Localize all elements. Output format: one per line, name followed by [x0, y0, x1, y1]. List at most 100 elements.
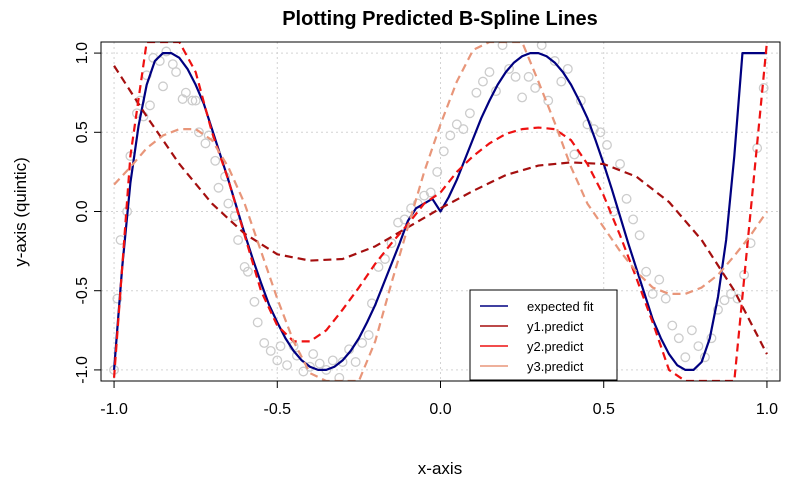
scatter-point	[363, 330, 374, 341]
scatter-point	[719, 295, 730, 306]
y-tick-label: -0.5	[74, 277, 91, 305]
scatter-point	[530, 82, 541, 93]
scatter-point	[517, 92, 528, 103]
scatter-point	[249, 296, 260, 307]
scatter-point	[745, 238, 756, 249]
scatter-point	[445, 130, 456, 141]
series-line-y3-predict	[113, 42, 768, 381]
scatter-point	[386, 238, 397, 249]
scatter-point	[615, 159, 625, 169]
scatter-point	[647, 288, 658, 299]
scatter-point	[569, 149, 580, 160]
y-axis-label: y-axis (quintic)	[11, 157, 30, 267]
scatter-point	[726, 288, 736, 299]
y-tick-label: -1.0	[74, 356, 91, 384]
scatter-point	[628, 214, 639, 225]
scatter-point	[673, 333, 684, 344]
scatter-point	[265, 345, 276, 356]
scatter-point	[190, 95, 201, 106]
scatter-point	[595, 127, 606, 138]
scatter-point	[654, 274, 665, 285]
scatter-point	[504, 63, 515, 74]
scatter-point	[314, 358, 325, 369]
y-tick-label: 1.0	[74, 42, 91, 64]
scatter-point	[233, 235, 244, 245]
scatter-point	[451, 119, 462, 130]
scatter-point	[458, 124, 469, 135]
scatter-point	[523, 71, 534, 82]
scatter-point	[621, 193, 632, 204]
y-tick-label: 0.0	[74, 200, 91, 222]
scatter-point	[549, 56, 560, 66]
x-tick-label: -1.0	[100, 401, 128, 418]
legend-label: y1.predict	[527, 319, 584, 334]
scatter-point	[259, 338, 270, 348]
legend: expected fit y1.predict y2.predict y3.predi…	[469, 289, 618, 381]
scatter-point	[471, 87, 482, 98]
scatter-point	[171, 67, 182, 78]
scatter-point	[510, 71, 521, 82]
x-tick-label: 0.5	[593, 401, 615, 418]
legend-label: y2.predict	[527, 339, 584, 354]
scatter-point	[337, 357, 348, 367]
scatter-point	[602, 140, 612, 150]
scatter-point	[282, 360, 293, 371]
scatter-point	[298, 366, 309, 377]
legend-label: y3.predict	[527, 359, 584, 374]
series-line-y1-predict	[113, 65, 768, 355]
scatter-point	[161, 46, 172, 57]
scatter-point	[667, 320, 678, 331]
y-tick-label: 0.5	[74, 121, 91, 143]
scatter-point	[536, 42, 547, 51]
scatter-point	[497, 42, 508, 51]
scatter-point	[272, 355, 283, 366]
scatter-point	[438, 146, 449, 157]
x-tick-label: -0.5	[263, 401, 291, 418]
scatter-point	[112, 293, 123, 304]
scatter-point	[275, 341, 286, 352]
scatter-point	[484, 67, 495, 78]
scatter-point	[477, 76, 488, 87]
series-line-y2-predict	[112, 42, 769, 381]
x-tick-label: 0.0	[429, 401, 451, 418]
legend-label: expected fit	[527, 299, 594, 314]
scatter-point	[357, 338, 368, 348]
scatter-points	[109, 42, 769, 381]
scatter-point	[193, 127, 204, 138]
scatter-point	[308, 349, 319, 360]
chart-title: Plotting Predicted B-Spline Lines	[282, 8, 598, 30]
scatter-point	[213, 182, 224, 193]
scatter-point	[634, 230, 645, 241]
scatter-point	[713, 304, 723, 315]
scatter-point	[252, 317, 263, 328]
scatter-point	[158, 81, 168, 92]
scatter-point	[556, 76, 567, 87]
scatter-point	[327, 355, 338, 366]
scatter-point	[380, 254, 390, 264]
scatter-point	[425, 187, 436, 198]
scatter-point	[464, 108, 475, 119]
scatter-point	[432, 166, 443, 177]
scatter-point	[686, 325, 697, 336]
scatter-point	[334, 372, 345, 381]
grid	[101, 42, 780, 381]
scatter-point	[758, 82, 769, 93]
scatter-point	[350, 357, 361, 367]
scatter-point	[693, 341, 704, 352]
series-lines	[112, 42, 769, 381]
scatter-point	[660, 293, 671, 304]
scatter-point	[187, 95, 198, 106]
scatter-point	[562, 63, 573, 74]
legend-box	[469, 289, 618, 381]
axes: -1.0 -0.5 0.0 0.5 1.0 -1.0 -0.5 0.0 0.5 1.0	[74, 41, 781, 418]
x-tick-label: 1.0	[756, 401, 778, 418]
scatter-point	[210, 155, 221, 166]
scatter-point	[242, 266, 253, 277]
scatter-point	[180, 87, 191, 98]
scatter-point	[680, 352, 691, 363]
x-axis-label: x-axis	[418, 459, 462, 478]
scatter-point	[641, 266, 652, 277]
scatter-point	[223, 198, 234, 209]
scatter-point	[145, 100, 155, 111]
